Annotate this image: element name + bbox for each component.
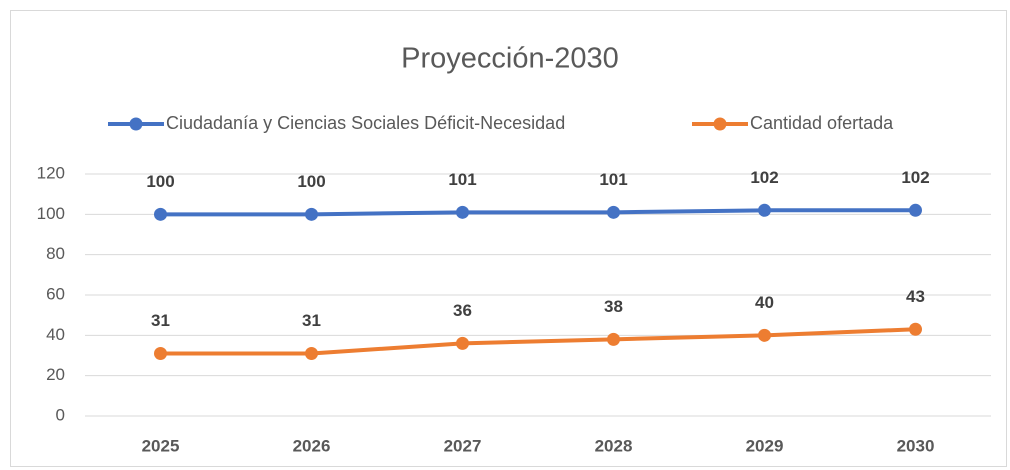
point [909,322,922,336]
x-tick-label: 2028 [595,436,633,455]
data-label: 101 [448,170,476,189]
series-line [160,327,916,356]
data-label: 43 [906,287,925,306]
chart-title: Proyección-2030 [401,43,619,75]
data-label: 102 [901,168,929,187]
data-label: 40 [755,293,774,312]
legend-label: Cantidad ofertada [750,113,894,133]
point [758,328,771,342]
data-label: 31 [302,311,321,330]
point [305,207,318,221]
data-label: 100 [146,172,174,191]
point [456,205,469,219]
point [305,346,318,360]
x-tick-label: 2026 [293,436,331,455]
x-tick-label: 2030 [897,436,935,455]
y-tick-label: 120 [37,163,65,182]
data-label: 31 [151,311,170,330]
data-label: 36 [453,301,472,320]
legend-marker [129,117,143,131]
y-tick-label: 20 [46,365,65,384]
data-label: 100 [297,172,325,191]
y-tick-label: 0 [56,405,65,424]
point [909,203,922,217]
point [607,205,620,219]
x-tick-label: 2029 [746,436,784,455]
point [758,203,771,217]
data-label: 101 [599,170,627,189]
legend-label: Ciudadanía y Ciencias Sociales Déficit-N… [166,113,565,133]
data-label: 38 [604,297,623,316]
point [607,332,620,346]
x-tick-label: 2027 [444,436,482,455]
x-tick-label: 2025 [142,436,180,455]
point [456,336,469,350]
y-tick-label: 40 [46,325,65,344]
y-tick-label: 100 [37,204,65,223]
y-tick-label: 80 [46,244,65,263]
point [154,346,167,360]
y-tick-label: 60 [46,284,65,303]
point [154,207,167,221]
legend-marker [713,117,727,131]
data-label: 102 [750,168,778,187]
chart-frame [10,10,1007,467]
series-line [160,208,916,217]
